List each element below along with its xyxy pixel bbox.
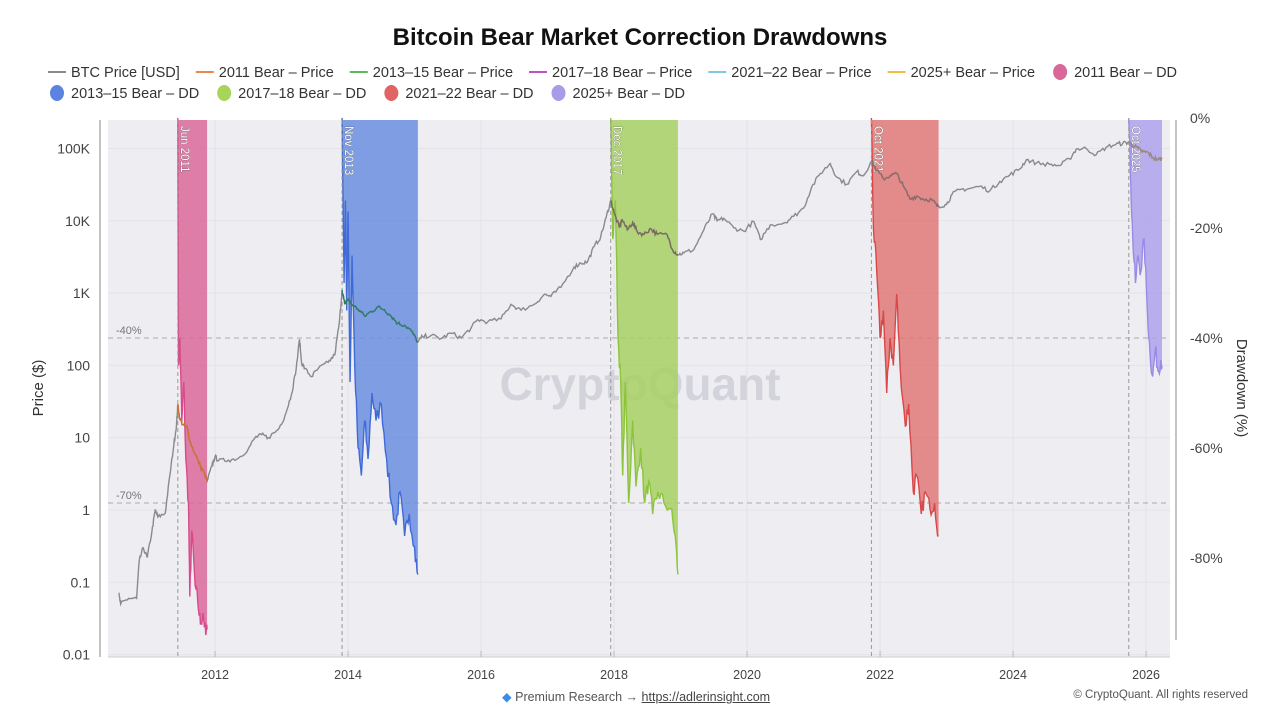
bear-start-label: Dec 2017	[611, 126, 623, 175]
drawdown-line	[177, 117, 208, 636]
copyright: © CryptoQuant. All rights reserved	[1073, 689, 1248, 701]
bear-dec-2017: Dec 2017	[610, 117, 679, 657]
legend-label: 2025+ Bear – Price	[911, 65, 1036, 81]
bear-price-line	[610, 200, 679, 256]
reference-line-label: -40%	[116, 325, 142, 337]
y-tick-label: 10	[74, 430, 90, 446]
y2-tick-label: -60%	[1190, 440, 1223, 456]
legend-label: 2011 Bear – Price	[219, 65, 334, 81]
legend-item: 2013–15 Bear – Price	[349, 65, 513, 81]
premium-label: Premium Research →	[515, 690, 639, 704]
legend-item: 2011 Bear – DD	[1053, 64, 1177, 81]
bear-start-label: Oct 2025	[1129, 126, 1141, 173]
y2-tick-label: -80%	[1190, 550, 1223, 566]
legend-dot-swatch	[217, 85, 232, 101]
legend-label: 2021–22 Bear – Price	[731, 65, 871, 81]
drawdown-line	[1128, 117, 1163, 377]
reference-line-label: -70%	[116, 490, 142, 502]
legend-label: 2021–22 Bear – DD	[405, 86, 533, 102]
legend-label: 2025+ Bear – DD	[573, 86, 685, 102]
drawdown-area	[342, 118, 418, 575]
legend-dot-swatch	[384, 85, 399, 101]
legend-label: 2017–18 Bear – Price	[552, 65, 692, 81]
y2-tick-label: -40%	[1190, 330, 1223, 346]
drawdown-area	[1128, 118, 1163, 377]
x-tick-label: 2024	[999, 668, 1027, 682]
x-tick-label: 2018	[600, 668, 628, 682]
drawdown-line	[870, 117, 939, 537]
y-tick-label: 1K	[73, 285, 91, 301]
legend-label: 2013–15 Bear – Price	[373, 65, 513, 81]
drawdown-area	[871, 118, 939, 536]
x-tick-label: 2020	[733, 668, 761, 682]
drawdown-line	[341, 117, 419, 575]
legend-item: 2017–18 Bear – Price	[529, 65, 692, 81]
price-series	[118, 140, 1163, 607]
bear-price-line	[177, 404, 208, 482]
y-tick-label: 100	[67, 357, 91, 373]
drawdown-area	[177, 118, 208, 635]
y2-axis-label: Drawdown (%)	[1233, 339, 1250, 437]
legend-item: 2011 Bear – Price	[195, 65, 334, 81]
legend-label: 2017–18 Bear – DD	[238, 86, 366, 102]
bear-price-line	[1128, 141, 1163, 162]
gem-icon: ◆	[502, 690, 512, 704]
y-tick-label: 1	[82, 502, 90, 518]
bear-start-label: Nov 2013	[342, 126, 354, 175]
bear-oct-2021: Oct 2021	[870, 117, 939, 657]
btc-price-line	[118, 140, 1163, 607]
bear-price-line	[871, 159, 940, 208]
y-tick-label: 100K	[57, 141, 90, 157]
premium-link[interactable]: https://adlerinsight.com	[641, 690, 771, 704]
bear-price-line	[341, 290, 419, 343]
x-tick-label: 2026	[1132, 668, 1160, 682]
legend-label: 2011 Bear – DD	[1074, 65, 1177, 81]
legend-dot-swatch	[551, 85, 566, 101]
x-tick-label: 2012	[201, 668, 229, 682]
legend-label: 2013–15 Bear – DD	[71, 86, 199, 102]
x-tick-label: 2014	[334, 668, 362, 682]
y-tick-label: 0.1	[71, 574, 91, 590]
legend-item: BTC Price [USD]	[48, 65, 180, 81]
legend-item: 2013–15 Bear – DD	[50, 85, 199, 102]
axes: 100K 10K 1K 100 10 1 0.1 0.01 0% -20% -40% -60% -80%…	[57, 110, 1222, 682]
legend-dot-swatch	[50, 85, 64, 101]
y-axis-label: Price ($)	[30, 360, 47, 417]
bear-nov-2013: Nov 2013	[341, 117, 419, 657]
drawdown-line	[610, 117, 679, 575]
legend-item: 2021–22 Bear – DD	[384, 85, 534, 102]
legend-item: 2021–22 Bear – Price	[708, 65, 872, 81]
y2-tick-label: -20%	[1190, 220, 1223, 236]
legend-item: 2025+ Bear – DD	[551, 85, 685, 102]
bear-jun-2011: Jun 2011	[177, 117, 208, 657]
legend: BTC Price [USD] 2011 Bear – Price 2013–15 …	[48, 64, 1177, 102]
y-tick-label: 10K	[65, 213, 91, 229]
chart-title: Bitcoin Bear Market Correction Drawdowns	[393, 24, 888, 51]
x-tick-label: 2022	[866, 668, 894, 682]
bear-start-label: Jun 2011	[178, 126, 190, 172]
y-tick-label: 0.01	[63, 647, 90, 663]
legend-dot-swatch	[1053, 64, 1068, 80]
footer-premium: ◆ Premium Research → https://adlerinsigh…	[502, 689, 770, 704]
x-tick-label: 2016	[467, 668, 495, 682]
bear-bands: Jun 2011 Nov 2013 Dec 2017 Oct 2021 Oct 2025	[177, 117, 1163, 657]
y2-tick-label: 0%	[1190, 110, 1210, 126]
legend-label: BTC Price [USD]	[71, 65, 180, 81]
bear-start-label: Oct 2021	[871, 126, 883, 173]
legend-item: 2025+ Bear – Price	[887, 65, 1036, 81]
legend-item: 2017–18 Bear – DD	[217, 85, 366, 102]
bear-oct-2025: Oct 2025	[1128, 117, 1163, 657]
